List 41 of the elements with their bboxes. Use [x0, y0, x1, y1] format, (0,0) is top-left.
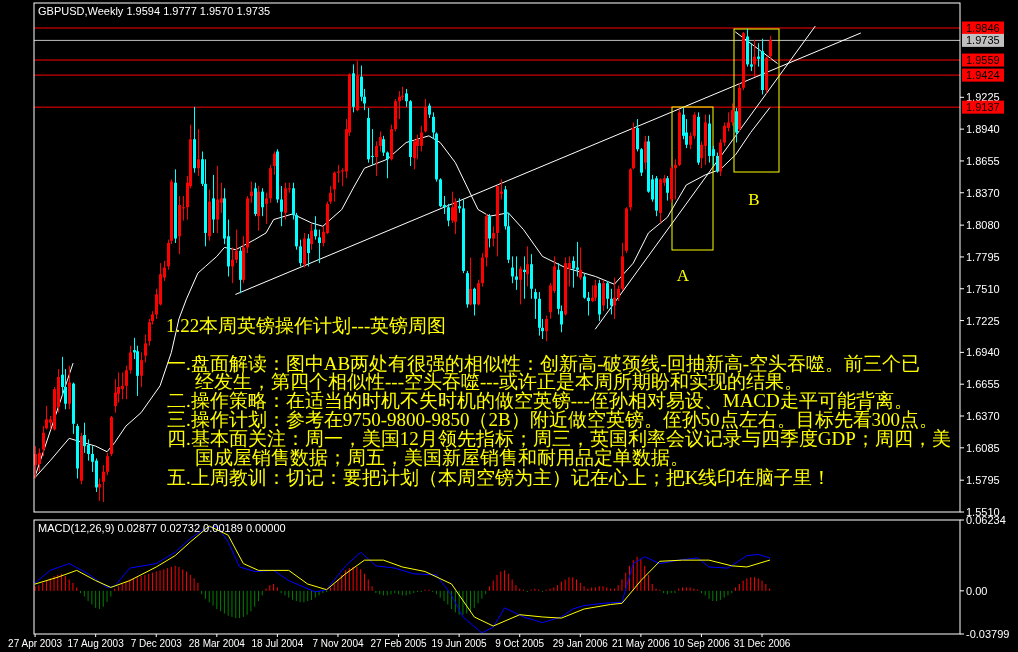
annotation: 五.上周教训：切记：要把计划（本周空镑为主）记在心上；把K线印在脑子里！ — [167, 467, 832, 488]
y-tick-label: 1.7795 — [966, 250, 1000, 263]
y-tick-label: 1.8940 — [966, 123, 1000, 136]
x-tick-label: 7 Nov 2004 — [312, 638, 364, 649]
x-tick-label: 7 Dec 2003 — [130, 638, 183, 649]
y-tick-label: 1.7225 — [966, 314, 1000, 327]
y-tick-label: -0.03799 — [966, 628, 1010, 640]
y-tick-label: 1.6085 — [966, 441, 1000, 454]
x-tick-label: 10 Sep 2006 — [673, 638, 731, 649]
x-tick-label: 27 Apr 2003 — [8, 638, 63, 649]
x-tick-label: 9 Oct 2005 — [495, 638, 545, 649]
ref-line-label: 1.9846 — [966, 22, 1000, 34]
annotation: A — [676, 266, 690, 285]
ref-line-label: 1.9735 — [966, 34, 1000, 47]
y-tick-label: 1.7510 — [966, 282, 1000, 295]
chart-title: GBPUSD,Weekly 1.9594 1.9777 1.9570 1.9735 — [38, 5, 271, 17]
y-tick-label: 1.8655 — [966, 154, 1000, 167]
chart-title: MACD(12,26,9) 0.02877 0.02732 0.00189 0.00000 — [38, 522, 286, 534]
ref-line-label: 1.9559 — [966, 54, 1000, 67]
annotation: 二.操作策略：在适当的时机不失时机的做空英镑---侄孙相对易设、MACD走平可能背离。 — [167, 390, 913, 411]
x-tick-label: 31 Dec 2006 — [733, 638, 791, 649]
x-tick-label: 28 Mar 2004 — [188, 638, 246, 649]
annotation: 国成屋销售数据；周五，美国新屋销售和耐用品定单数据。 — [195, 447, 689, 468]
y-tick-label: 0.00 — [966, 584, 988, 597]
x-tick-label: 21 May 2006 — [611, 638, 671, 649]
x-tick-label: 17 Aug 2003 — [67, 638, 125, 649]
annotation: 三.操作计划：参考在9750-9800-9850（2B）附近做空英镑。侄孙50点左右。目标先看300点。 — [167, 409, 939, 430]
y-tick-label: 1.6655 — [966, 378, 1000, 391]
ref-line-label: 1.9424 — [966, 69, 1000, 82]
ref-line-label: 1.9137 — [966, 101, 1000, 114]
y-tick-label: 1.6370 — [966, 410, 1000, 422]
x-tick-label: 18 Jul 2004 — [251, 638, 304, 649]
y-tick-label: 1.8370 — [966, 186, 1000, 199]
x-tick-label: 29 Jan 2006 — [552, 638, 609, 649]
y-tick-label: 1.6940 — [966, 346, 1000, 359]
x-tick-label: 19 Jun 2005 — [431, 638, 488, 649]
y-tick-label: 1.9225 — [966, 91, 1000, 104]
x-tick-label: 27 Feb 2005 — [370, 638, 428, 649]
annotation: B — [748, 190, 760, 209]
y-tick-label: 1.8080 — [966, 219, 1000, 232]
y-tick-label: 1.5795 — [966, 474, 1000, 487]
